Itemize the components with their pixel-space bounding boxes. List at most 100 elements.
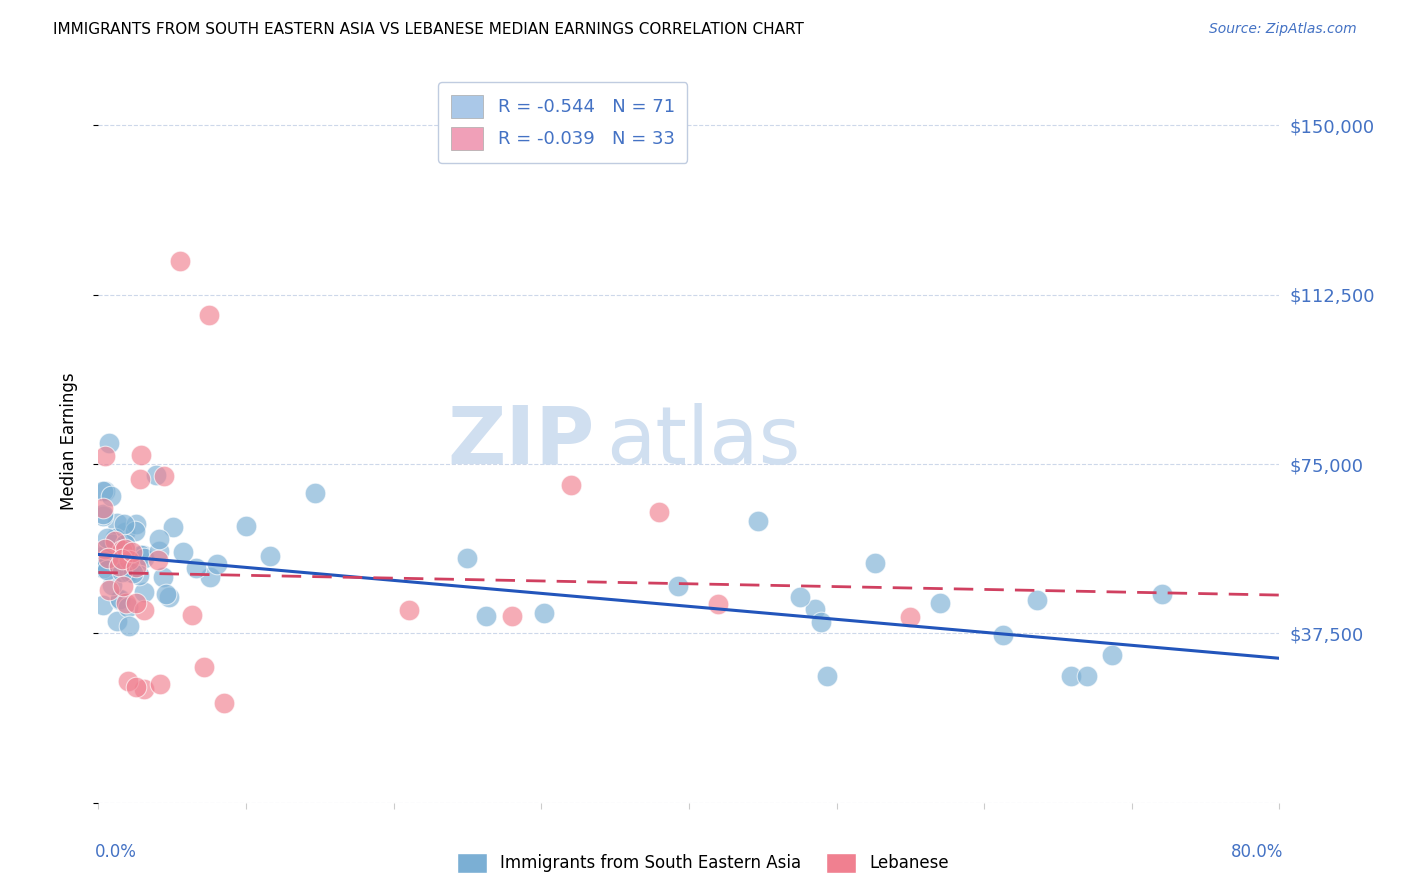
Point xyxy=(91,507,114,521)
Point xyxy=(108,558,131,573)
Point xyxy=(114,596,136,610)
Point xyxy=(114,542,136,557)
Point xyxy=(94,449,117,463)
Point xyxy=(863,556,886,570)
Point xyxy=(1076,669,1098,683)
Point xyxy=(91,508,114,523)
Point xyxy=(125,596,148,610)
Point xyxy=(815,669,838,683)
Point xyxy=(94,542,117,557)
Point xyxy=(91,560,114,574)
Point xyxy=(148,544,170,558)
Point xyxy=(122,566,145,581)
Point xyxy=(129,472,152,486)
Point xyxy=(152,570,174,584)
Text: ZIP: ZIP xyxy=(447,402,595,481)
Text: 0.0%: 0.0% xyxy=(94,843,136,861)
Point xyxy=(125,560,148,574)
Point xyxy=(100,489,122,503)
Point xyxy=(501,608,523,623)
Point xyxy=(810,615,832,629)
Point xyxy=(121,544,143,558)
Legend: Immigrants from South Eastern Asia, Lebanese: Immigrants from South Eastern Asia, Leba… xyxy=(450,847,956,880)
Point xyxy=(108,593,131,607)
Point xyxy=(129,448,152,462)
Point xyxy=(212,697,235,711)
Point xyxy=(105,615,128,629)
Point xyxy=(91,557,114,571)
Point xyxy=(235,519,257,533)
Text: atlas: atlas xyxy=(606,402,800,481)
Point xyxy=(157,590,180,604)
Point xyxy=(108,591,131,606)
Point xyxy=(457,551,479,566)
Point xyxy=(115,555,138,569)
Point xyxy=(124,524,146,539)
Point xyxy=(114,537,136,551)
Point xyxy=(114,525,136,540)
Point xyxy=(1060,669,1083,683)
Point xyxy=(111,565,134,579)
Point xyxy=(91,501,114,516)
Point xyxy=(112,517,135,532)
Text: 80.0%: 80.0% xyxy=(1230,843,1284,861)
Point xyxy=(98,558,121,572)
Point xyxy=(149,677,172,691)
Point xyxy=(153,469,176,483)
Point xyxy=(533,606,555,620)
Point xyxy=(94,483,117,498)
Point xyxy=(560,477,582,491)
Point xyxy=(111,551,134,566)
Point xyxy=(928,596,950,610)
Point xyxy=(193,659,215,673)
Point xyxy=(129,548,152,562)
Point xyxy=(118,619,141,633)
Point xyxy=(169,253,191,268)
Point xyxy=(804,601,827,615)
Point xyxy=(398,603,420,617)
Text: IMMIGRANTS FROM SOUTH EASTERN ASIA VS LEBANESE MEDIAN EARNINGS CORRELATION CHART: IMMIGRANTS FROM SOUTH EASTERN ASIA VS LE… xyxy=(53,22,804,37)
Legend: R = -0.544   N = 71, R = -0.039   N = 33: R = -0.544 N = 71, R = -0.039 N = 33 xyxy=(439,82,688,163)
Point xyxy=(132,548,155,562)
Point xyxy=(475,609,498,624)
Point xyxy=(91,549,114,564)
Point xyxy=(91,598,114,612)
Point xyxy=(107,516,129,531)
Point xyxy=(155,587,177,601)
Text: Source: ZipAtlas.com: Source: ZipAtlas.com xyxy=(1209,22,1357,37)
Point xyxy=(259,549,281,564)
Point xyxy=(117,600,139,615)
Point xyxy=(132,603,155,617)
Point xyxy=(118,565,141,579)
Point xyxy=(666,578,689,592)
Y-axis label: Median Earnings: Median Earnings xyxy=(59,373,77,510)
Point xyxy=(117,673,139,688)
Point xyxy=(112,579,135,593)
Point xyxy=(111,543,134,558)
Point xyxy=(205,557,228,571)
Point xyxy=(1025,592,1047,607)
Point xyxy=(91,483,114,498)
Point xyxy=(148,532,170,546)
Point xyxy=(101,578,124,592)
Point xyxy=(128,567,150,582)
Point xyxy=(132,585,155,599)
Point xyxy=(146,553,169,567)
Point xyxy=(900,610,922,624)
Point xyxy=(104,531,127,545)
Point xyxy=(1101,648,1123,662)
Point xyxy=(198,570,221,584)
Point xyxy=(132,550,155,565)
Point xyxy=(118,553,141,567)
Point xyxy=(184,561,207,575)
Point xyxy=(198,308,221,322)
Point xyxy=(181,608,204,623)
Point xyxy=(125,680,148,694)
Point xyxy=(96,532,118,546)
Point xyxy=(108,559,131,574)
Point xyxy=(120,561,142,575)
Point xyxy=(104,534,127,549)
Point xyxy=(747,514,769,528)
Point xyxy=(162,520,184,534)
Point xyxy=(707,597,730,611)
